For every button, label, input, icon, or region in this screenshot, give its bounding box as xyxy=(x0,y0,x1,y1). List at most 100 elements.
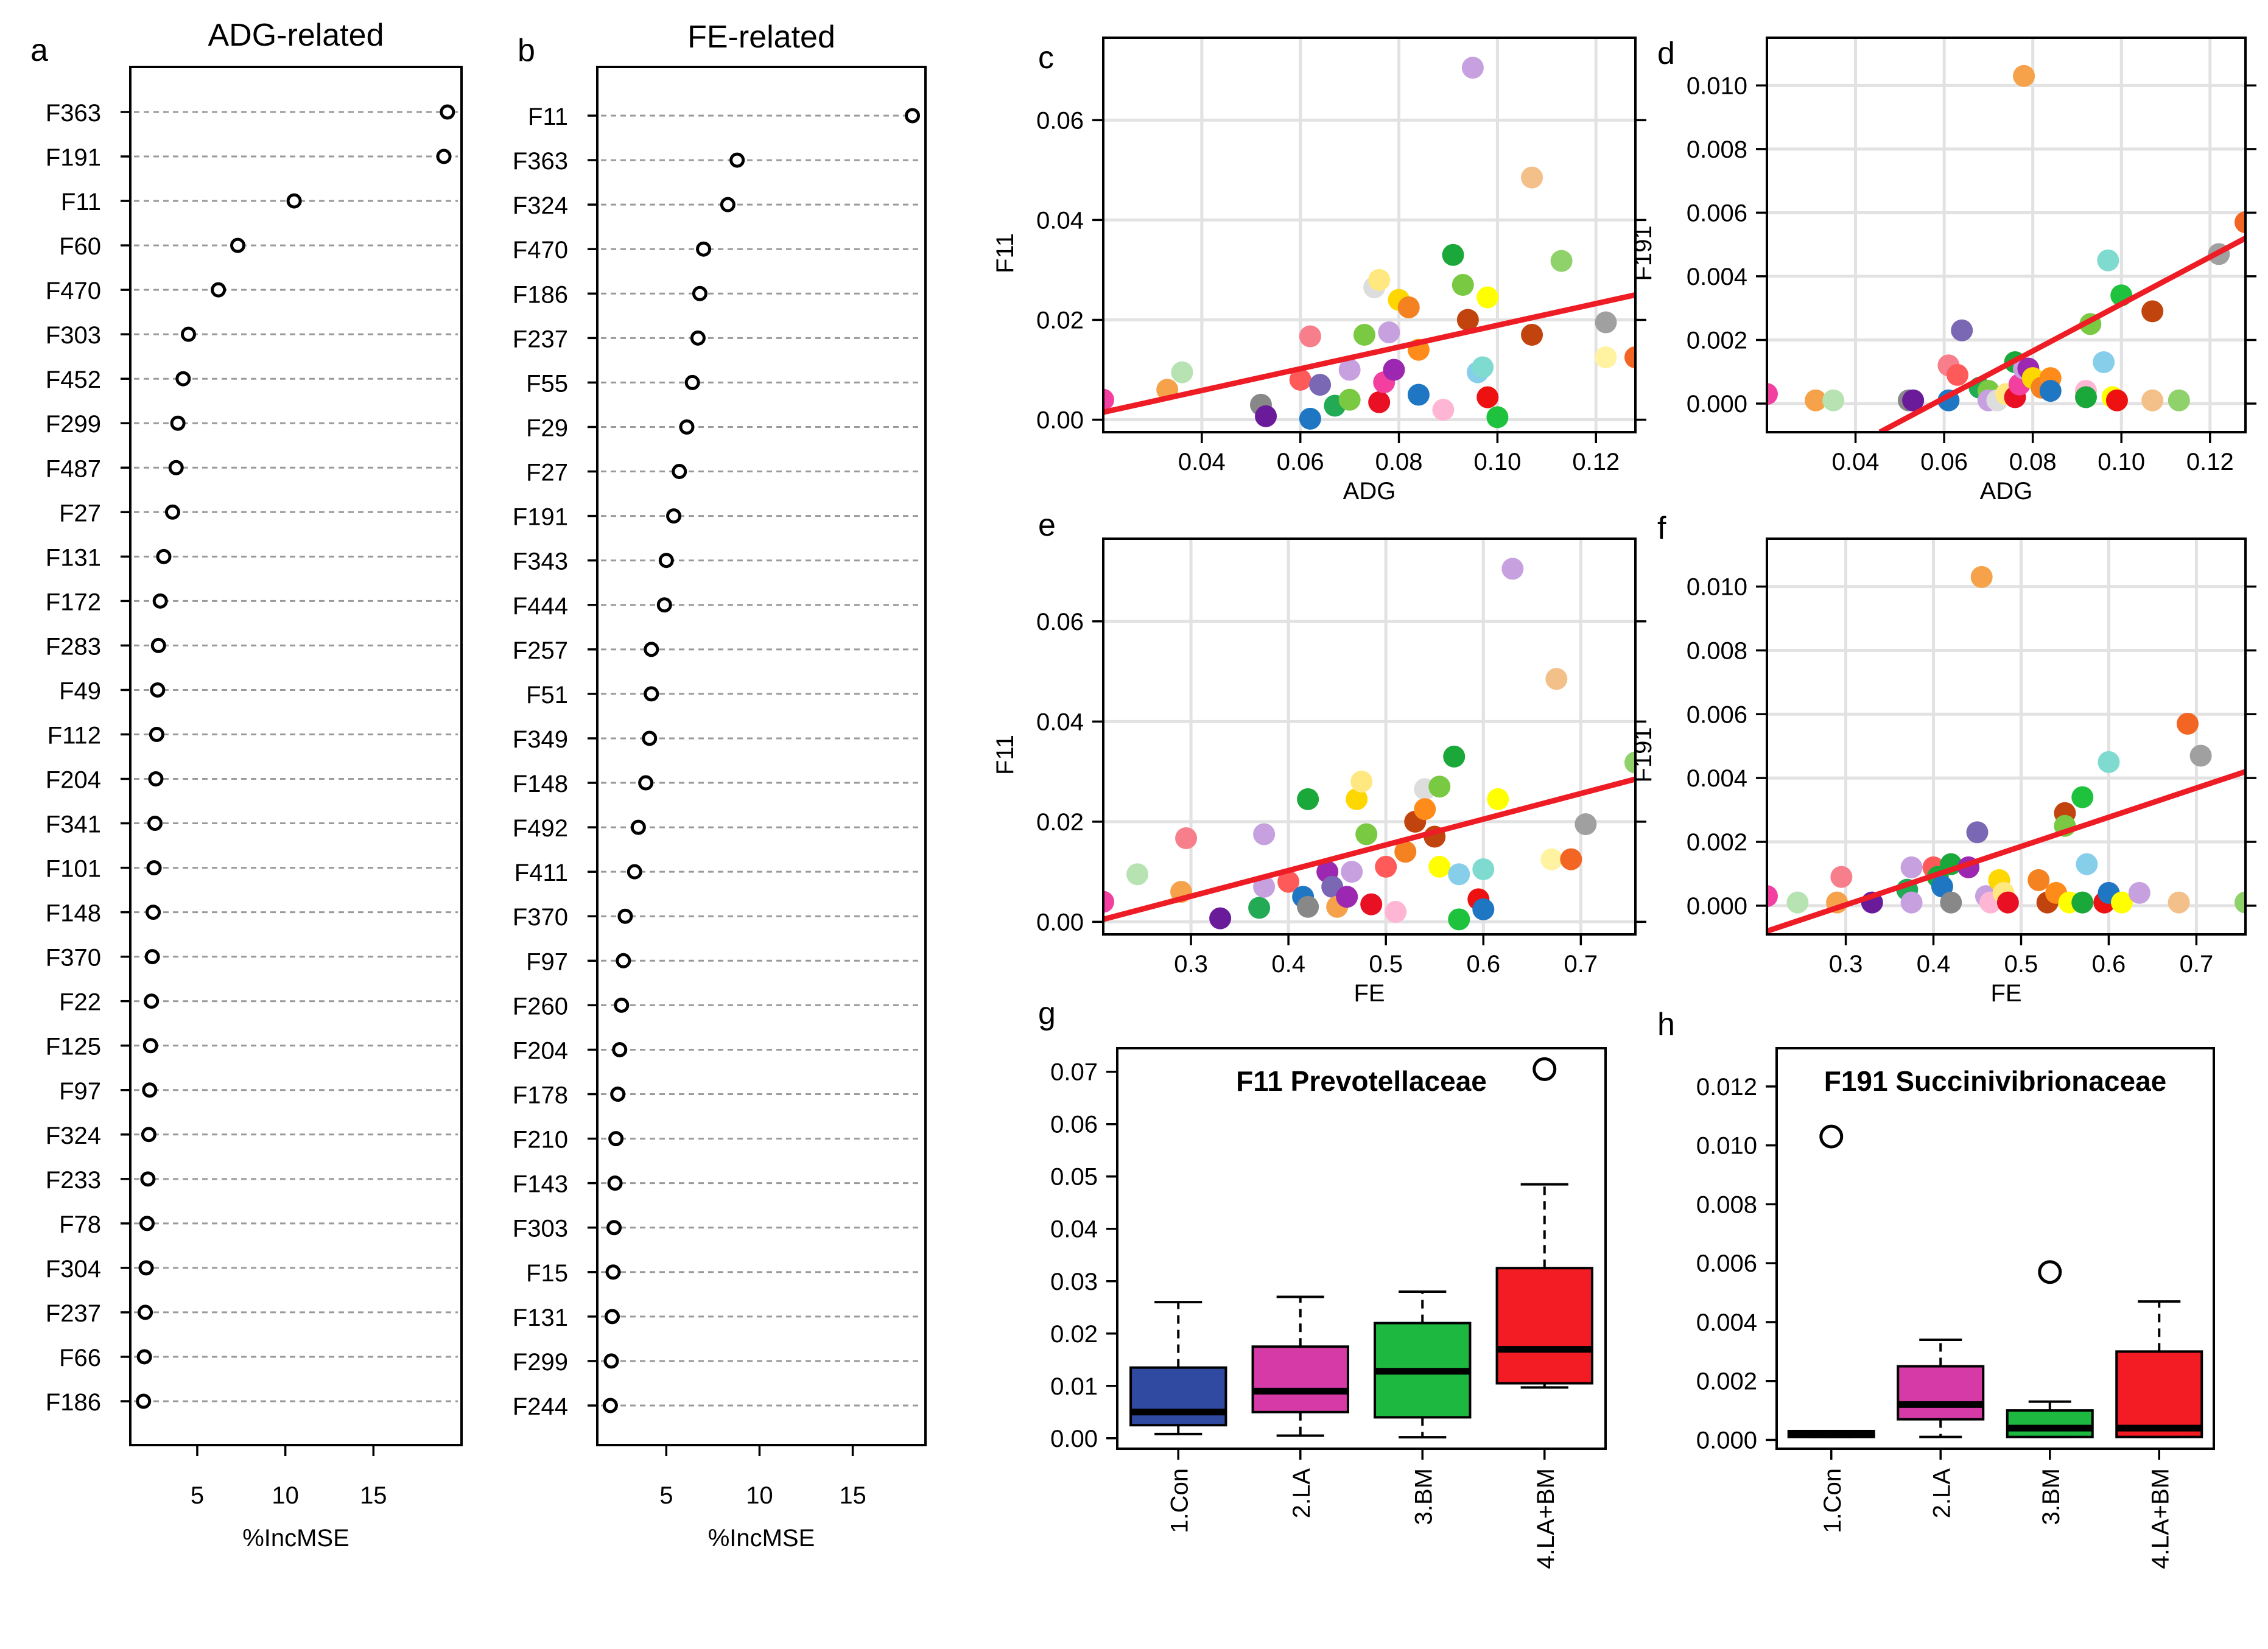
scatter-point xyxy=(1171,361,1193,383)
importance-point xyxy=(679,419,695,435)
scatter-point xyxy=(1461,57,1484,79)
y-tick-label: 0.06 xyxy=(1050,1112,1098,1138)
feature-label: F363 xyxy=(513,148,568,175)
y-tick-label: 0.02 xyxy=(1050,1321,1098,1348)
scatter-point xyxy=(1443,745,1466,768)
x-tick-label: 10 xyxy=(746,1482,773,1509)
x-tick-label: 0.6 xyxy=(2092,951,2126,978)
feature-label: F204 xyxy=(513,1037,568,1064)
scatter-point xyxy=(1624,751,1635,774)
feature-label: F27 xyxy=(59,500,101,527)
scatter-point xyxy=(1767,885,1778,908)
scatter-point xyxy=(2235,891,2245,914)
feature-label: F444 xyxy=(513,593,568,620)
x-tick-label: 0.08 xyxy=(2009,449,2057,475)
feature-label: F304 xyxy=(46,1256,101,1283)
scatter-point xyxy=(1209,907,1232,930)
scatter-point xyxy=(1360,893,1383,916)
y-tick-label: 0.004 xyxy=(1687,264,1747,290)
feature-label: F204 xyxy=(46,767,101,794)
feature-label: F299 xyxy=(46,411,101,438)
y-tick-label: 0.002 xyxy=(1687,327,1747,354)
importance-point xyxy=(170,415,186,431)
feature-label: F370 xyxy=(46,945,101,972)
feature-label: F324 xyxy=(46,1122,101,1149)
feature-label: F131 xyxy=(513,1304,568,1331)
importance-point xyxy=(175,371,191,387)
importance-point xyxy=(286,193,302,209)
box-2 xyxy=(1251,1345,1349,1413)
importance-point xyxy=(672,464,687,480)
scatter-point xyxy=(1575,813,1597,835)
importance-point xyxy=(607,1175,623,1191)
feature-label: F303 xyxy=(46,322,101,349)
scatter-point xyxy=(1545,668,1568,690)
scatter-point xyxy=(1255,405,1277,427)
box-3 xyxy=(2006,1409,2094,1438)
y-axis-label: F11 xyxy=(992,233,1019,273)
fit-line xyxy=(1878,236,2245,432)
scatter-point xyxy=(1338,359,1361,381)
panel-a: a ADG-related F363 F191 F11 F60 F470 F303 F452 F2… xyxy=(30,18,463,1552)
outlier-point xyxy=(2038,1260,2062,1284)
feature-label: F78 xyxy=(59,1211,101,1238)
scatter-point xyxy=(1452,274,1474,296)
scatter-point xyxy=(1414,798,1436,821)
feature-label: F237 xyxy=(46,1300,101,1327)
y-tick-label: 0.008 xyxy=(1687,136,1747,163)
panel-label-g: g xyxy=(1038,996,1056,1031)
scatter-point xyxy=(1299,407,1321,430)
x-tick-label: 0.12 xyxy=(2186,449,2234,475)
feature-label: F470 xyxy=(513,237,568,264)
scatter-point xyxy=(1383,359,1405,381)
importance-point xyxy=(602,1398,618,1413)
plot-frame xyxy=(1102,37,1637,433)
scatter-point xyxy=(1931,875,1953,898)
scatter-point xyxy=(2176,713,2199,735)
feature-label: F452 xyxy=(46,366,101,393)
feature-label: F11 xyxy=(528,103,568,130)
scatter-point xyxy=(1341,861,1363,883)
outlier-point xyxy=(1819,1124,1844,1149)
plot-area xyxy=(1767,38,2245,432)
y-tick-label: 0.07 xyxy=(1050,1059,1098,1086)
scatter-point xyxy=(1472,858,1495,881)
x-tick-label: 0.06 xyxy=(1277,449,1324,475)
importance-point xyxy=(142,1038,158,1054)
scatter-point xyxy=(1248,897,1271,919)
scatter-point xyxy=(1940,891,1962,914)
importance-point xyxy=(616,953,631,968)
y-tick-label: 0.000 xyxy=(1687,893,1747,920)
scatter-point xyxy=(1336,886,1358,908)
feature-label: F260 xyxy=(513,993,568,1020)
feature-label: F341 xyxy=(46,811,101,838)
scatter-point xyxy=(1486,406,1509,429)
chart-title: F11 Prevotellaceae xyxy=(1236,1065,1487,1097)
plot-frame xyxy=(129,66,463,1446)
feature-label: F66 xyxy=(59,1345,101,1371)
fit-line xyxy=(1767,769,2245,934)
feature-label: F172 xyxy=(46,589,101,615)
scatter-point xyxy=(1624,346,1635,368)
feature-label: F97 xyxy=(59,1078,101,1105)
scatter-point xyxy=(2141,389,2164,411)
x-axis-label: %IncMSE xyxy=(708,1525,815,1552)
x-tick-label: 0.12 xyxy=(1572,449,1620,475)
y-tick-label: 0.012 xyxy=(1696,1074,1757,1101)
feature-label: F492 xyxy=(513,815,568,842)
box-2 xyxy=(1897,1365,1985,1421)
y-tick-label: 0.010 xyxy=(1687,72,1747,99)
importance-point xyxy=(644,686,659,702)
scatter-point xyxy=(1175,827,1198,850)
y-tick-label: 0.006 xyxy=(1687,200,1747,226)
scatter-point xyxy=(1407,383,1430,406)
importance-point xyxy=(139,1216,155,1231)
scatter-point xyxy=(1103,891,1114,913)
importance-point xyxy=(150,637,166,653)
importance-point xyxy=(230,237,246,253)
importance-point xyxy=(142,1082,158,1098)
scatter-point xyxy=(2168,389,2190,411)
panel-f: f 0.3 0.4 0.5 0.6 0.7 0.000 0.002 0.004 0.006 0.00… xyxy=(1630,511,2256,1007)
feature-label: F112 xyxy=(47,722,101,749)
x-tick-label: 4.LA+BM xyxy=(2147,1468,2174,1569)
